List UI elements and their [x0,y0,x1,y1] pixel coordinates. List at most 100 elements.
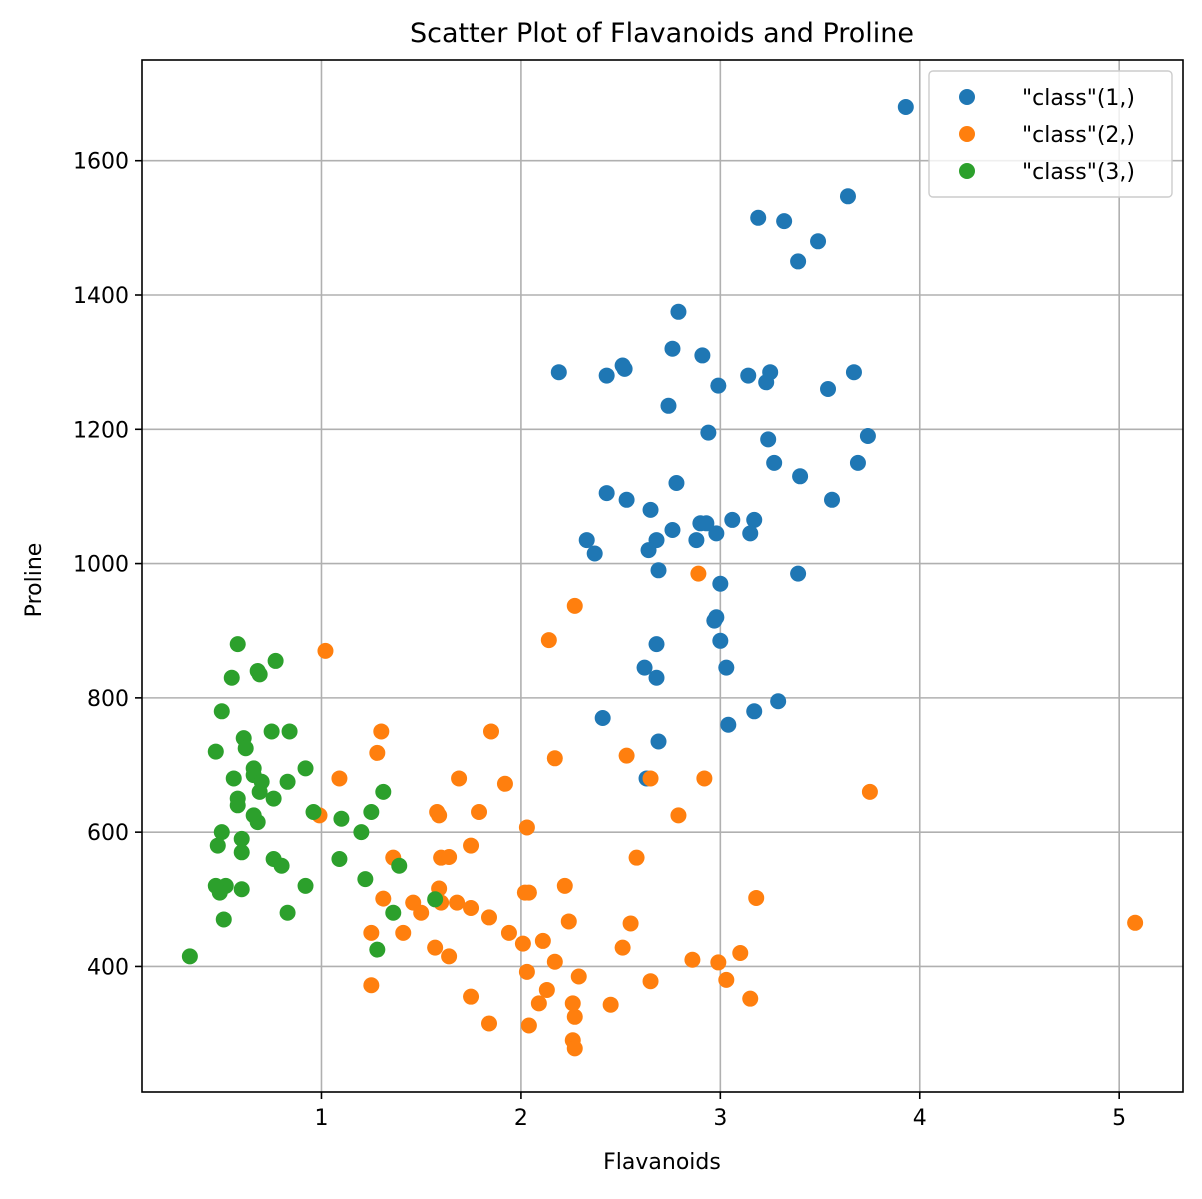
data-point [564,995,581,1012]
data-point [520,884,537,901]
y-tick-label: 400 [87,955,129,980]
data-point [766,454,783,471]
data-point [700,424,717,441]
data-point [297,760,314,777]
data-point [520,1017,537,1034]
y-tick-label: 1200 [73,418,129,443]
data-point [207,743,224,760]
data-point [660,397,677,414]
data-point [694,347,711,364]
data-point [598,485,615,502]
legend-box [928,70,1173,198]
data-point [712,575,729,592]
data-point [540,632,557,649]
data-point [748,889,765,906]
data-point [740,367,757,384]
data-point [482,723,499,740]
data-point [650,733,667,750]
data-point [642,501,659,518]
data-point [688,532,705,549]
data-point [566,1040,583,1057]
data-point [213,703,230,720]
data-point [375,890,392,907]
data-point [229,797,246,814]
data-point [471,804,488,821]
data-point [750,209,767,226]
data-point [594,710,611,727]
y-tick-label: 600 [87,821,129,846]
data-point [223,669,240,686]
data-point [267,652,284,669]
data-point [385,904,402,921]
data-point [273,857,290,874]
data-point [331,770,348,787]
x-tick-label: 4 [913,1106,927,1131]
data-point [441,948,458,965]
data-point [616,360,633,377]
data-point [698,515,715,532]
data-point [636,659,653,676]
data-point [640,542,657,559]
data-point [742,525,759,542]
data-point [463,900,480,917]
data-point [664,340,681,357]
data-point [225,770,242,787]
chart-title: Scatter Plot of Flavanoids and Proline [410,18,914,49]
data-point [353,824,370,841]
data-point [839,188,856,205]
data-point [668,475,685,492]
data-point [586,545,603,562]
legend-marker [959,163,975,179]
data-point [369,744,386,761]
data-point [790,253,807,270]
data-point [560,913,577,930]
data-point [718,971,735,988]
data-point [618,491,635,508]
data-point [684,951,701,968]
data-point [546,953,563,970]
data-point [451,770,468,787]
data-point [305,804,322,821]
series-1-points [550,99,914,787]
data-point [720,716,737,733]
data-point [614,939,631,956]
legend-label: "class"(3,) [1022,160,1135,185]
data-point [566,1008,583,1025]
data-point [650,562,667,579]
data-point [251,666,268,683]
data-point [463,988,480,1005]
data-point [375,783,392,800]
data-point [534,932,551,949]
legend-marker [959,89,975,105]
data-point [249,814,266,831]
data-point [263,723,280,740]
data-point [670,303,687,320]
data-point [861,783,878,800]
data-point [538,981,555,998]
data-point [598,367,615,384]
data-point [413,904,430,921]
data-point [602,996,619,1013]
data-point [251,783,268,800]
legend-label: "class"(1,) [1022,86,1135,111]
y-axis-label: Proline [22,543,47,618]
data-point [363,977,380,994]
data-point [859,428,876,445]
data-point [229,636,246,653]
data-point [233,830,250,847]
data-point [810,233,827,250]
data-point [724,511,741,528]
data-point [845,364,862,381]
data-point [518,819,535,836]
data-point [441,848,458,865]
data-point [546,750,563,767]
y-tick-label: 800 [87,687,129,712]
data-point [373,723,390,740]
data-points [181,99,1144,1057]
x-tick-label: 3 [713,1106,727,1131]
data-point [648,669,665,686]
data-point [642,973,659,990]
x-tick-label: 5 [1112,1106,1126,1131]
